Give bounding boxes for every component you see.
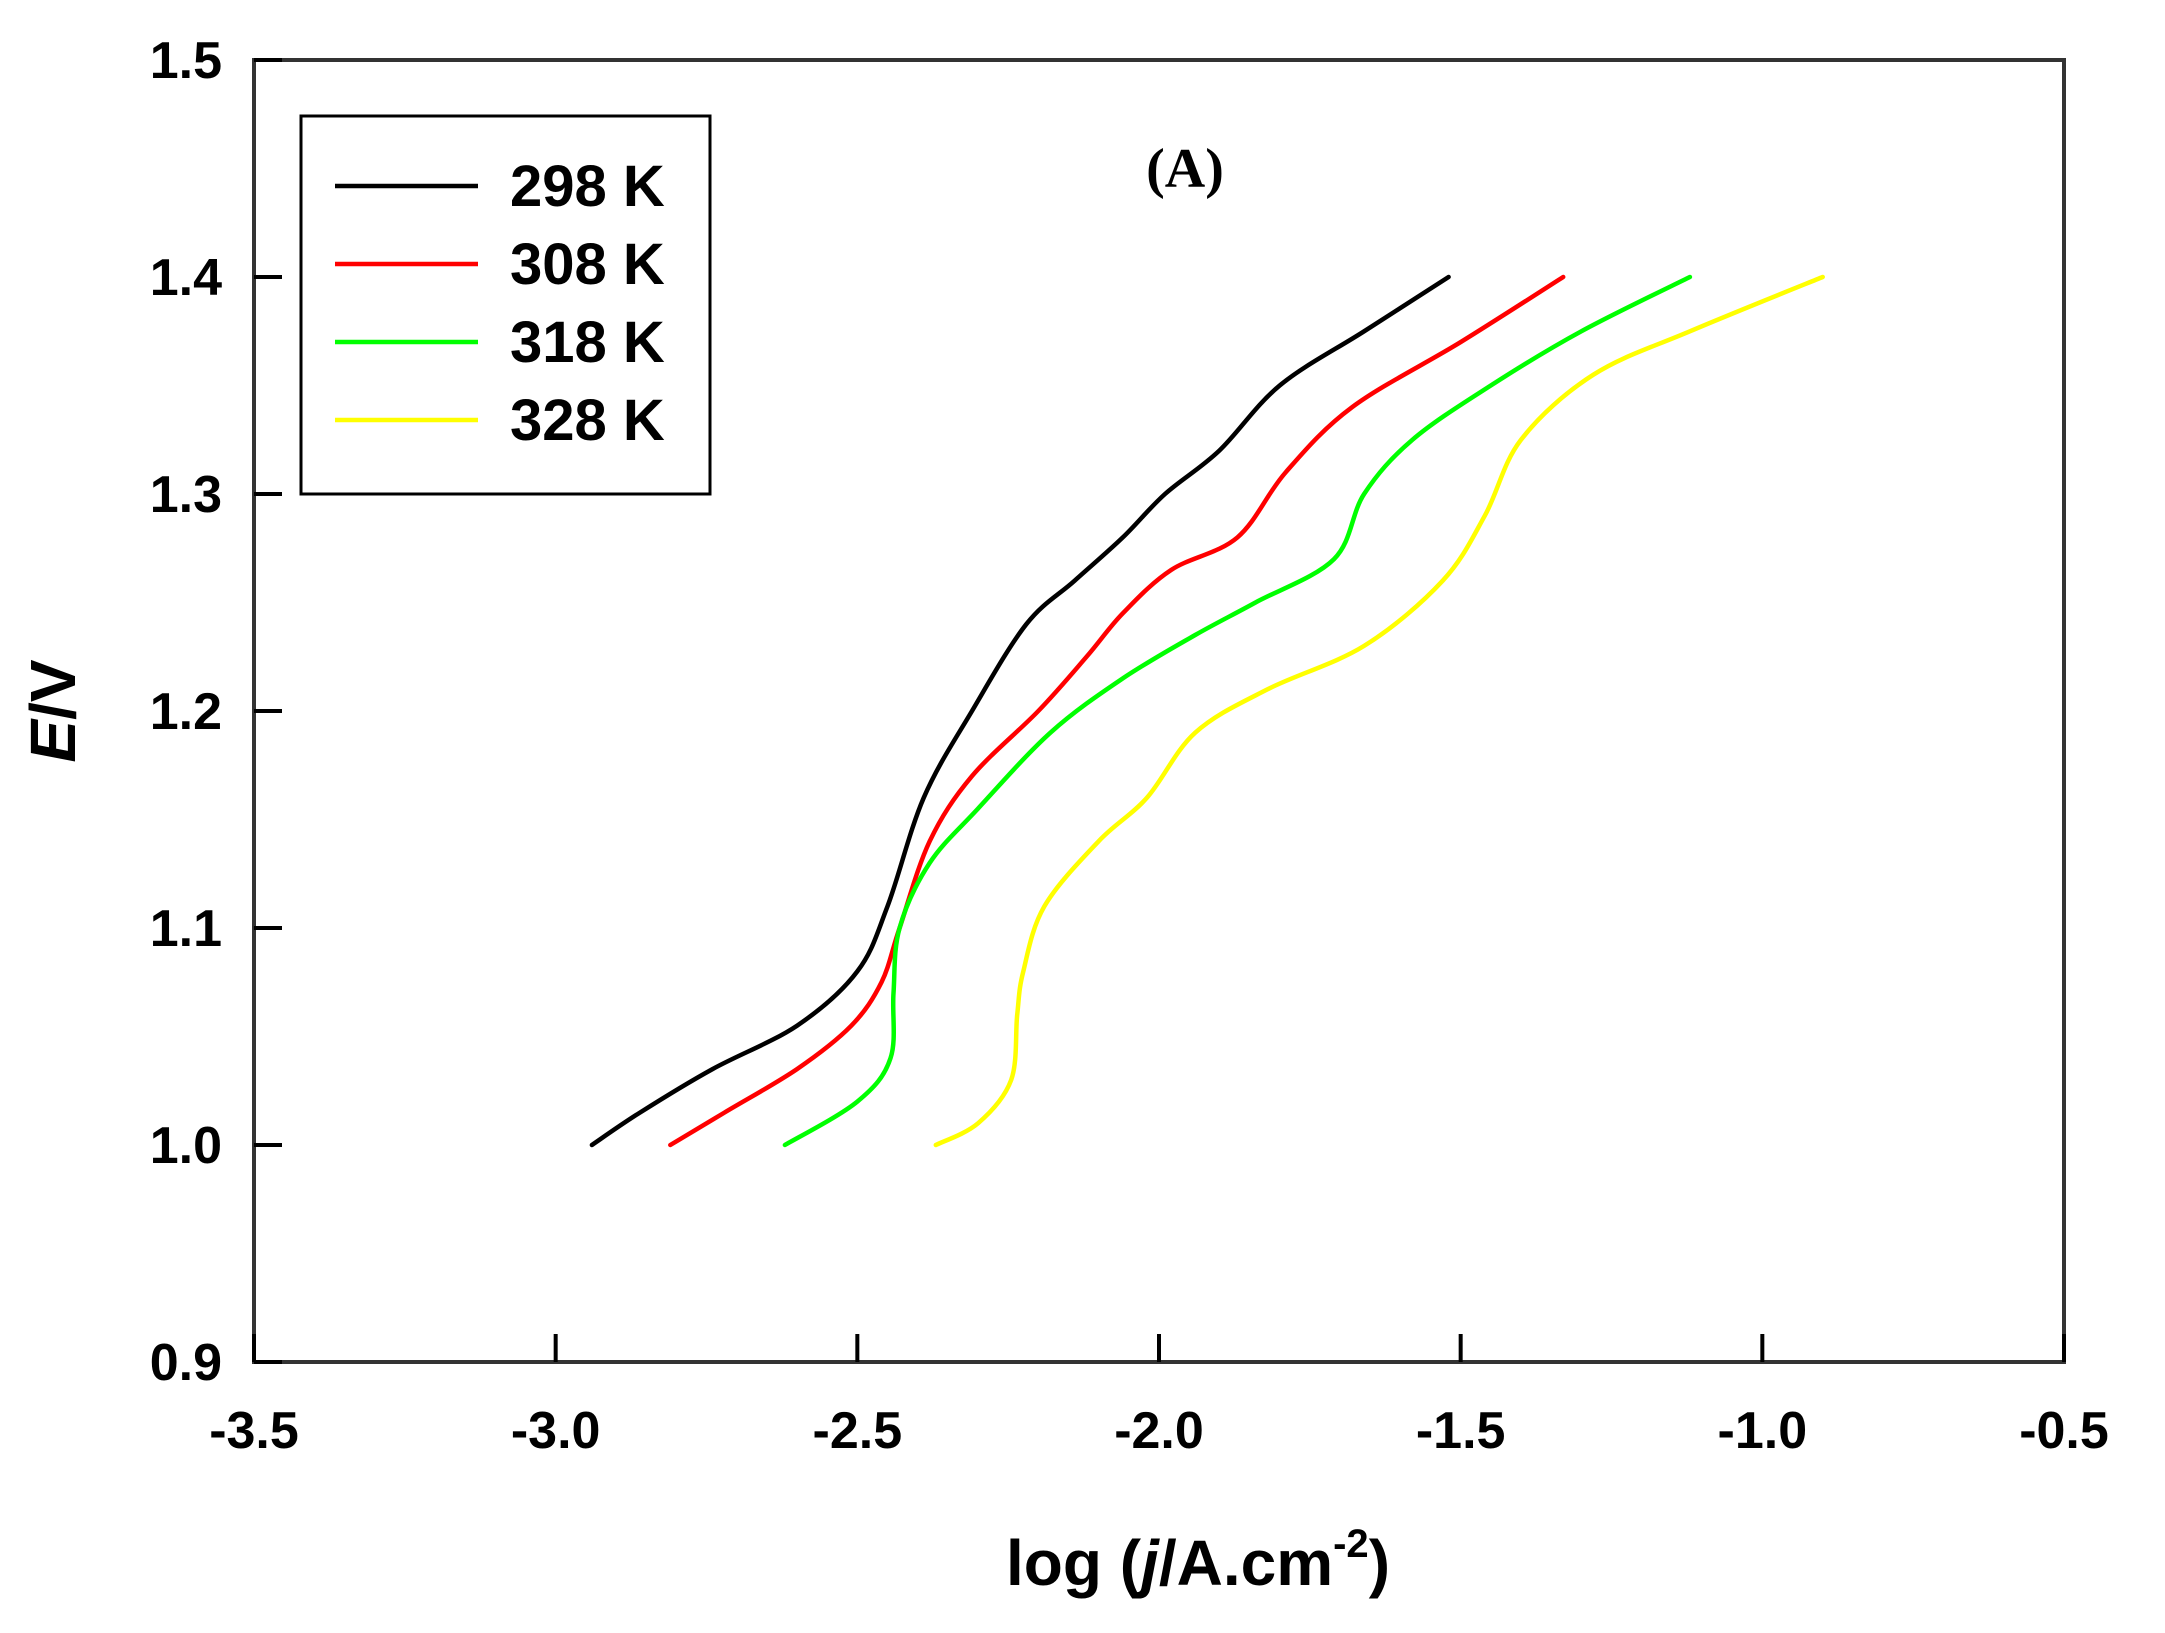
x-tick-label: -1.5 bbox=[1416, 1402, 1506, 1460]
x-axis-title-unit: /A.cm bbox=[1159, 1527, 1333, 1599]
legend-label: 318 K bbox=[510, 310, 665, 375]
y-tick-label: 1.3 bbox=[150, 466, 222, 524]
y-tick-label: 1.0 bbox=[150, 1117, 222, 1175]
y-tick-label: 1.4 bbox=[150, 249, 222, 307]
x-tick-label: -2.0 bbox=[1114, 1402, 1204, 1460]
legend: 298 K 308 K 318 K 328 K bbox=[299, 114, 712, 496]
x-tick-label: -3.5 bbox=[209, 1402, 299, 1460]
x-axis-title-sup: -2 bbox=[1333, 1522, 1369, 1566]
series-line-298-k bbox=[589, 274, 1451, 1148]
y-axis-title: E/V bbox=[17, 659, 89, 762]
x-tick-label: -0.5 bbox=[2019, 1402, 2109, 1460]
legend-label: 328 K bbox=[510, 388, 665, 453]
series-line-308-k bbox=[668, 274, 1566, 1148]
x-tick-label: -3.0 bbox=[511, 1402, 601, 1460]
y-tick-label: 1.2 bbox=[150, 683, 222, 741]
y-tick-label: 1.5 bbox=[150, 32, 222, 90]
legend-label: 298 K bbox=[510, 154, 665, 219]
y-axis-title-italic: E bbox=[17, 718, 89, 763]
x-axis-title-close: ) bbox=[1369, 1527, 1390, 1599]
legend-box bbox=[299, 114, 712, 496]
legend-label: 308 K bbox=[510, 232, 665, 297]
y-axis-ticks: 0.9 1.0 1.1 1.2 1.3 1.4 1.5 bbox=[150, 32, 282, 1392]
series-line-328-k bbox=[933, 274, 1825, 1148]
panel-label: (A) bbox=[1146, 138, 1224, 200]
x-tick-label: -2.5 bbox=[813, 1402, 903, 1460]
series-line-318-k bbox=[782, 274, 1693, 1148]
x-tick-label: -1.0 bbox=[1718, 1402, 1808, 1460]
x-axis-title-main: log ( bbox=[1006, 1527, 1142, 1599]
x-axis-title: log (j/A.cm-2) bbox=[1006, 1522, 1390, 1599]
series-lines bbox=[589, 274, 1825, 1148]
y-tick-label: 0.9 bbox=[150, 1334, 222, 1392]
y-tick-label: 1.1 bbox=[150, 900, 222, 958]
y-axis-title-unit: /V bbox=[17, 659, 89, 720]
x-axis-ticks: -3.5 -3.0 -2.5 -2.0 -1.5 -1.0 -0.5 bbox=[209, 1334, 2109, 1460]
